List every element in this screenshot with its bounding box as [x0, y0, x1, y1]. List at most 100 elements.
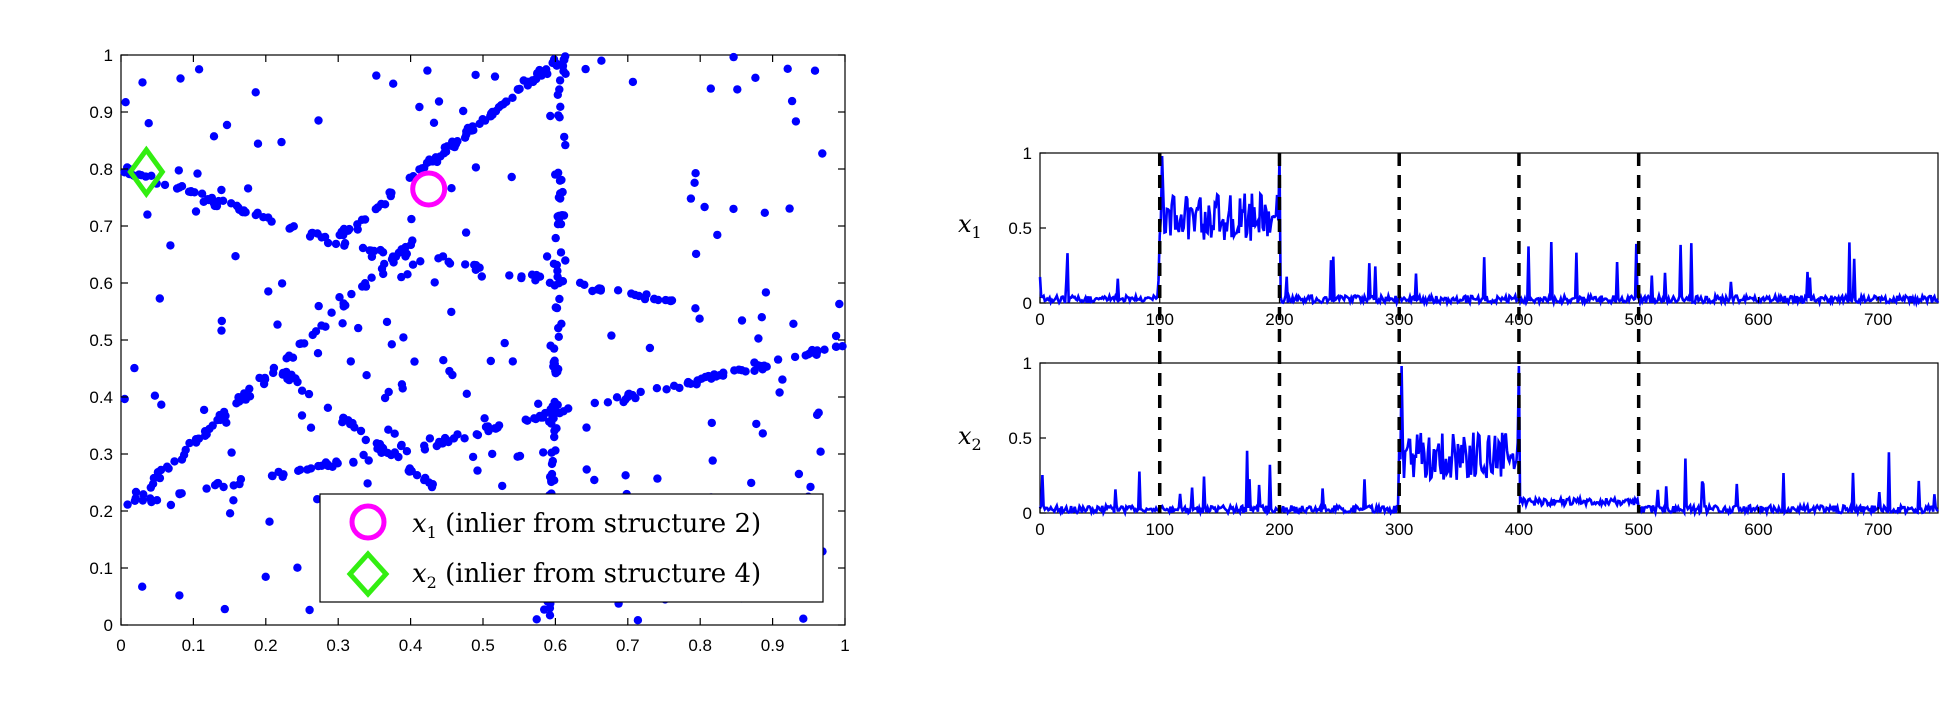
data-point — [507, 172, 516, 182]
x-tick-label: 0 — [1035, 520, 1044, 539]
data-point — [332, 457, 341, 466]
x-tick-label: 0.4 — [399, 636, 423, 655]
data-point — [121, 98, 130, 107]
data-point — [555, 294, 564, 304]
data-point — [706, 84, 715, 93]
data-point — [349, 458, 358, 467]
data-point — [564, 404, 573, 413]
data-point — [555, 113, 564, 122]
panel-x2-ticks: 0 100 200 300 400 500 600 700 0 0.5 1 — [1008, 354, 1892, 539]
panel-x2-ylabel: x2 — [958, 422, 982, 454]
data-point — [545, 278, 555, 287]
data-point — [558, 187, 567, 197]
data-point — [420, 445, 430, 454]
data-point — [542, 252, 552, 261]
data-point — [775, 388, 784, 397]
data-point — [384, 425, 393, 434]
data-point — [164, 464, 173, 473]
data-point — [661, 295, 670, 305]
data-point — [597, 56, 606, 65]
data-point — [653, 474, 662, 483]
legend-entry-x1: x1 (inlier from structure 2) — [412, 509, 761, 542]
data-point — [434, 97, 444, 106]
y-tick-label: 0.2 — [89, 502, 113, 521]
data-point — [785, 204, 794, 213]
data-point — [376, 245, 385, 255]
highlight-markers — [127, 145, 448, 208]
data-point — [514, 85, 523, 95]
data-point — [177, 182, 187, 191]
x-tick-label: 0.6 — [544, 636, 568, 655]
data-point — [480, 116, 490, 125]
y-tick-label: 0.5 — [89, 331, 113, 350]
data-point — [737, 316, 747, 325]
data-point — [259, 379, 269, 389]
y-tick-label: 0 — [104, 616, 113, 635]
data-point — [200, 431, 210, 440]
data-point — [695, 314, 704, 323]
data-point — [160, 180, 170, 190]
data-point — [238, 208, 247, 217]
data-point — [758, 429, 767, 438]
data-point — [405, 464, 414, 473]
data-point — [373, 203, 382, 212]
data-point — [130, 496, 140, 505]
data-point — [227, 199, 236, 208]
y-tick-label: 0.8 — [89, 160, 113, 179]
data-point — [490, 72, 500, 81]
data-point — [402, 447, 412, 456]
data-point — [428, 480, 437, 489]
data-point — [634, 291, 644, 301]
scatter-plot: 0 0.1 0.2 0.3 0.4 0.5 0.6 0.7 0.8 0.9 1 0 0.1 0.2 0.3 0… — [89, 46, 849, 655]
segment-boundaries — [1157, 153, 1641, 513]
x-tick-label: 200 — [1265, 520, 1293, 539]
data-point — [550, 432, 559, 442]
data-point — [186, 187, 196, 197]
x-tick-label: 300 — [1385, 520, 1413, 539]
data-point — [425, 434, 435, 443]
data-point — [199, 405, 209, 415]
data-point — [394, 452, 403, 462]
data-point — [555, 76, 565, 85]
data-point — [323, 238, 333, 248]
data-point — [486, 112, 495, 121]
x-tick-label: 0.2 — [254, 636, 278, 655]
data-point — [494, 421, 504, 430]
data-point — [546, 111, 555, 121]
data-point — [613, 286, 623, 295]
data-point — [138, 496, 147, 505]
legend-x1-marker — [349, 503, 387, 541]
data-point — [537, 413, 546, 422]
data-point — [773, 355, 783, 364]
data-point — [150, 391, 160, 400]
data-point — [553, 400, 562, 410]
data-point — [387, 255, 397, 264]
data-point — [480, 414, 489, 423]
data-point — [251, 210, 260, 220]
data-point — [323, 403, 333, 412]
data-point — [581, 64, 590, 74]
data-point — [760, 361, 769, 370]
data-point — [231, 252, 240, 261]
data-point — [202, 484, 211, 493]
data-point — [713, 230, 722, 240]
data-point — [778, 375, 787, 384]
data-point — [794, 469, 804, 479]
data-point — [471, 163, 481, 172]
x-tick-label: 700 — [1864, 310, 1892, 329]
data-point — [447, 307, 456, 317]
data-point — [265, 517, 274, 526]
data-point — [554, 332, 563, 341]
data-point — [387, 450, 396, 460]
data-point — [523, 416, 532, 425]
data-point — [549, 411, 558, 420]
data-point — [787, 96, 797, 106]
data-point — [760, 208, 769, 217]
data-point — [193, 434, 202, 444]
x-tick-label: 500 — [1624, 520, 1652, 539]
data-point — [621, 471, 630, 480]
data-point — [488, 449, 497, 459]
data-point — [612, 393, 622, 402]
data-point — [282, 354, 291, 363]
data-point — [399, 333, 408, 342]
